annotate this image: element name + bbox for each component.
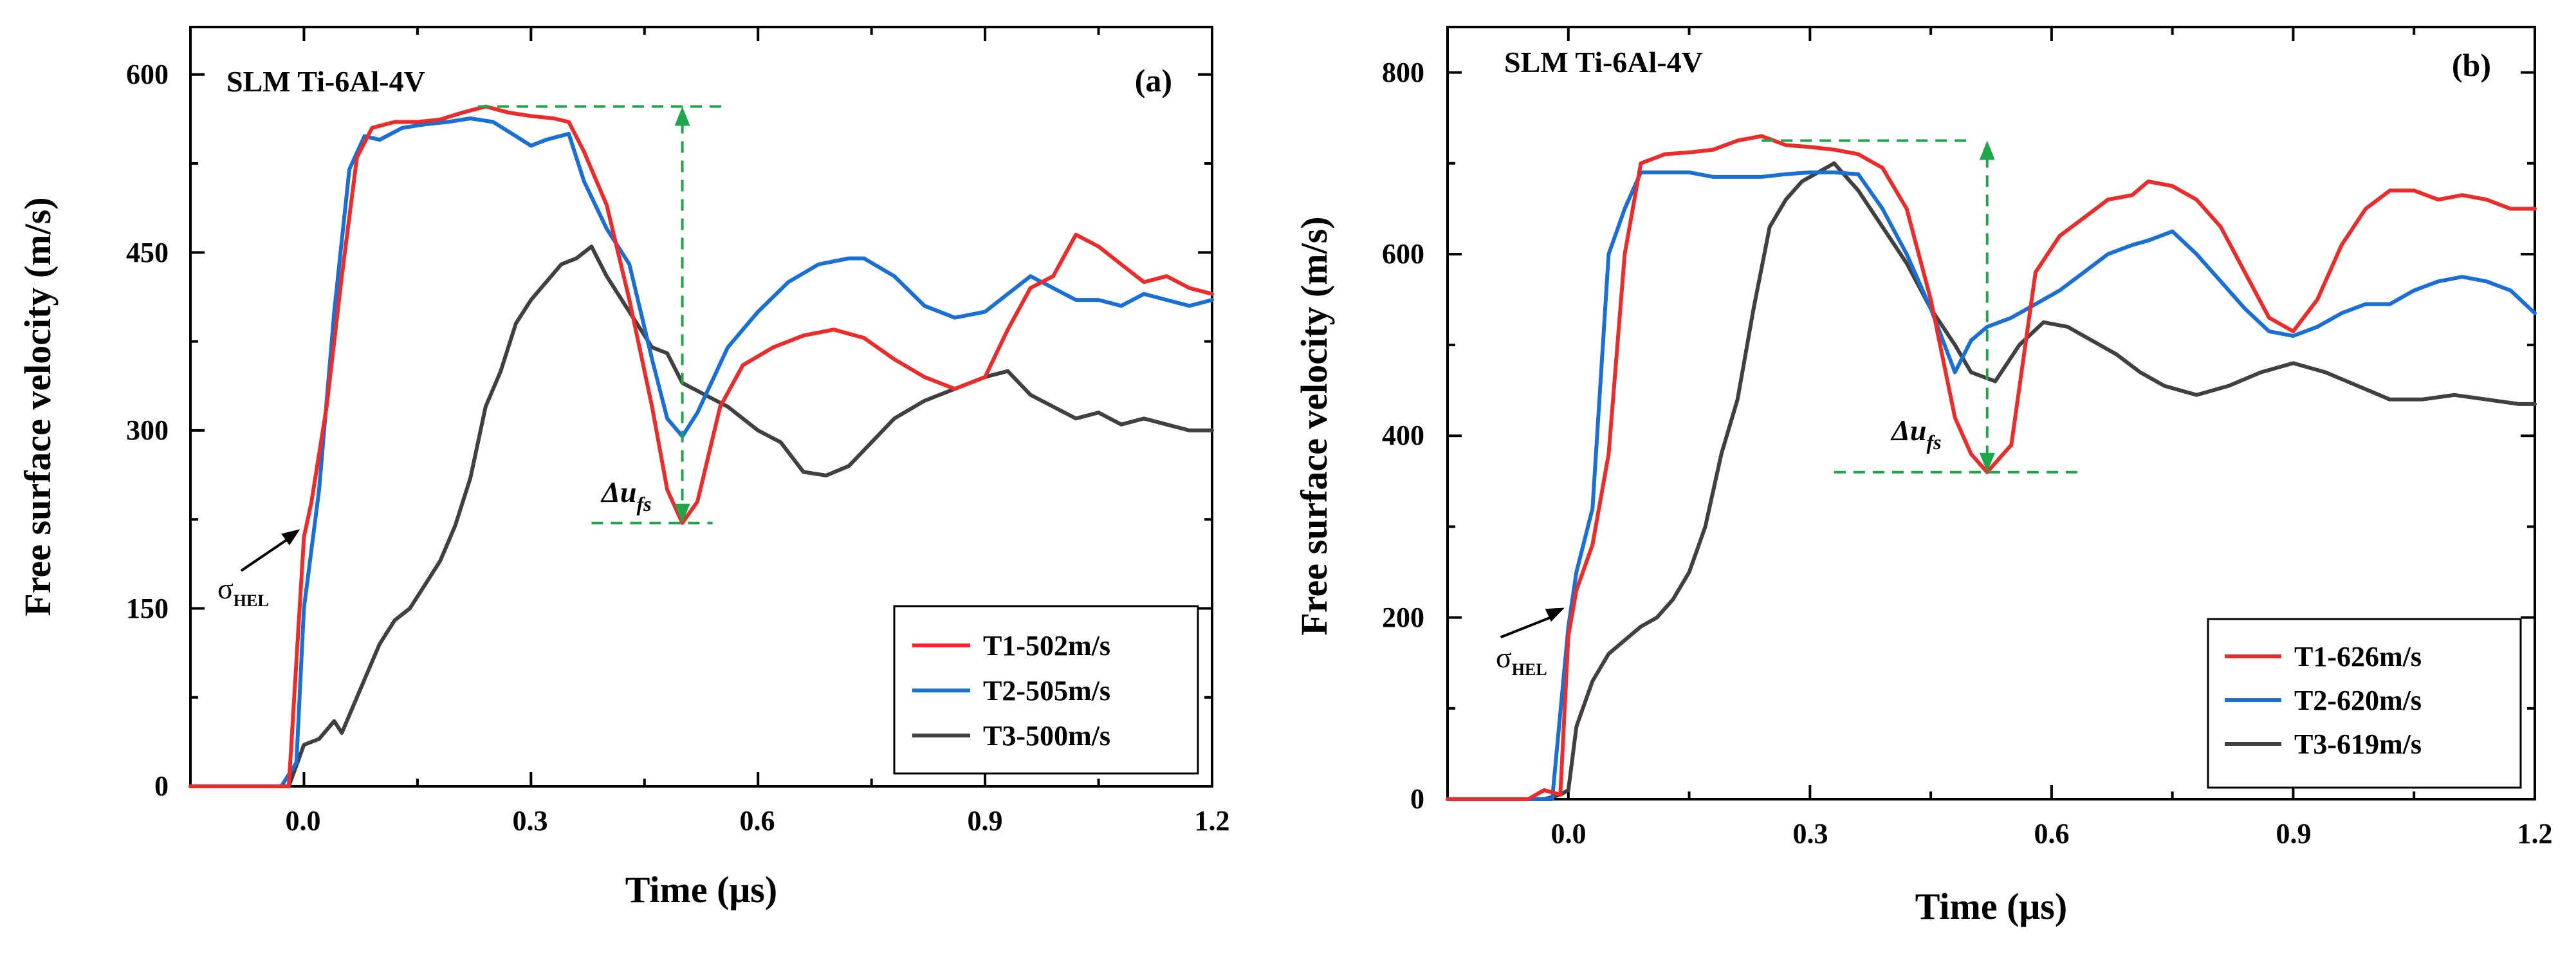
series-line-t3	[189, 245, 1214, 788]
delta-ufs-label: Δufs	[600, 476, 652, 515]
series-line-t1	[189, 104, 1214, 788]
delta-arrow-head-up	[1979, 140, 1995, 160]
series-line-t3	[1446, 161, 2537, 801]
hel-arrow-head	[1545, 607, 1565, 622]
x-tick-label: 1.2	[2517, 818, 2553, 849]
y-tick-label: 300	[126, 414, 169, 446]
hel-label: σHEL	[1496, 641, 1547, 679]
y-tick-label: 800	[1382, 57, 1424, 88]
y-tick-label: 600	[126, 59, 169, 90]
material-label: SLM Ti-6Al-4V	[226, 65, 425, 98]
series-lines	[1446, 134, 2537, 801]
y-axis-title: Free surface velocity (m/s)	[17, 197, 59, 616]
plot-frame	[1446, 26, 2536, 800]
legend-label-t3: T3-500m/s	[983, 720, 1110, 752]
delta-arrow-head-down	[674, 503, 690, 523]
legend: T1-502m/s T2-505m/s T3-500m/s	[893, 605, 1199, 775]
series-line-t2	[189, 116, 1214, 788]
x-axis-title: Time (μs)	[625, 869, 777, 911]
delta-ufs-label: Δufs	[1890, 414, 1942, 454]
delta-ufs-sub: fs	[636, 492, 651, 515]
hel-label: σHEL	[217, 572, 269, 610]
annotations	[240, 105, 728, 572]
x-tick-label: 0.9	[968, 805, 1003, 837]
hel-sub: HEL	[234, 591, 269, 610]
material-label: SLM Ti-6Al-4V	[1504, 46, 1703, 79]
legend-label-t1: T1-502m/s	[983, 630, 1110, 662]
legend-label-t1: T1-626m/s	[2294, 641, 2422, 672]
plot-frame	[189, 26, 1213, 788]
legend: T1-626m/s T2-620m/s T3-619m/s	[2207, 618, 2522, 789]
legend-label-t3: T3-619m/s	[2294, 728, 2422, 760]
panel-a: 0 150 300 450 600 0.0 0.3 0.6 0.9 1.2 Ti…	[17, 26, 1230, 911]
delta-ufs-text: Δu	[600, 476, 636, 508]
x-tick-label: 1.2	[1195, 805, 1230, 837]
legend-label-t2: T2-620m/s	[2294, 685, 2422, 716]
x-tick-label: 0.3	[1793, 818, 1828, 849]
hel-arrow-shaft	[240, 535, 292, 572]
hel-arrow-head	[281, 529, 300, 546]
series-lines	[189, 104, 1214, 788]
y-tick-label: 400	[1382, 420, 1424, 451]
x-tick-label: 0.0	[1551, 818, 1587, 849]
legend-box	[2207, 618, 2522, 789]
y-axis-title: Free surface velocity (m/s)	[1293, 216, 1335, 635]
x-tick-label: 0.9	[2276, 818, 2312, 849]
panel-label: (b)	[2452, 47, 2491, 83]
hel-arrow-shaft	[1500, 614, 1556, 639]
x-tick-label: 0.0	[286, 805, 321, 837]
x-tick-label: 0.6	[2034, 818, 2070, 849]
y-tick-label: 450	[126, 237, 169, 268]
delta-arrow-head-up	[674, 106, 690, 126]
delta-ufs-sub: fs	[1926, 430, 1941, 454]
y-tick-label: 600	[1382, 238, 1424, 270]
x-tick-label: 0.3	[513, 805, 548, 837]
x-tick-label: 0.6	[740, 805, 775, 837]
delta-ufs-text: Δu	[1890, 414, 1926, 447]
y-tick-label: 150	[126, 593, 169, 624]
y-tick-label: 200	[1382, 602, 1424, 633]
delta-arrow-head-down	[1979, 452, 1995, 472]
series-line-t1	[1446, 134, 2537, 801]
y-tick-label: 0	[154, 770, 169, 802]
x-axis-title: Time (μs)	[1915, 885, 2067, 927]
hel-sigma: σ	[1496, 641, 1512, 674]
series-line-t2	[1446, 170, 2537, 801]
panel-b: 0 200 400 600 800 0.0 0.3 0.6 0.9 1.2 Ti…	[1293, 26, 2553, 927]
axis-ticks	[1446, 27, 2536, 800]
hel-sigma: σ	[217, 572, 234, 605]
annotations	[1500, 139, 2084, 639]
y-tick-label: 0	[1410, 783, 1424, 815]
legend-label-t2: T2-505m/s	[983, 675, 1110, 707]
hel-sub: HEL	[1512, 660, 1547, 679]
panel-label: (a)	[1135, 62, 1172, 98]
